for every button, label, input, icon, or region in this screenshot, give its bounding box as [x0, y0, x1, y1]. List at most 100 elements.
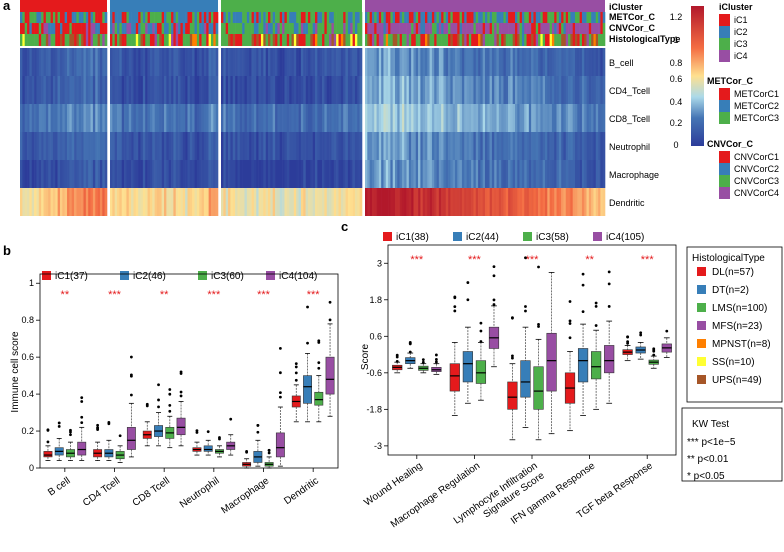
heatmap-cell [354, 48, 358, 76]
heatmap-cell [175, 76, 179, 104]
box-iC4 [604, 270, 615, 404]
annotation-cell [27, 12, 30, 23]
heatmap-cell [517, 104, 520, 132]
annotation-cell [45, 23, 49, 34]
annotation-cell [459, 23, 463, 34]
outlier-point [434, 358, 438, 361]
annotation-cell [556, 34, 560, 46]
heatmap-cell [135, 160, 139, 188]
annotation-cell [268, 23, 271, 34]
legend-title: METCor_C [707, 76, 754, 86]
heatmap-cell [76, 160, 80, 188]
annotation-cell [491, 23, 495, 34]
icluster-bar-iC2 [110, 0, 218, 12]
annotation-cell [383, 23, 387, 34]
heatmap-cell [510, 104, 513, 132]
annotation-cell [95, 34, 98, 46]
annotation-cell [112, 23, 115, 34]
annotation-cell [164, 12, 167, 23]
annotation-cell [69, 23, 73, 34]
heatmap-cell [161, 188, 165, 216]
outlier-point [96, 423, 100, 427]
annotation-cell [333, 12, 337, 23]
annotation-cell [359, 12, 363, 23]
annotation-cell [471, 12, 474, 23]
heatmap-cell [189, 104, 193, 132]
annotation-cell [478, 34, 481, 46]
heatmap-cell [551, 132, 555, 160]
heatmap-cell [117, 188, 120, 216]
heatmap-cell [119, 48, 123, 76]
heatmap-cell [213, 188, 216, 216]
heatmap-cell [95, 76, 98, 104]
kw-test-line: *** p<1e−5 [687, 437, 736, 448]
annotation-cell [468, 34, 472, 46]
annotation-cell [542, 23, 546, 34]
box-iC1 [449, 295, 460, 416]
annotation-cell [81, 23, 84, 34]
heatmap-cell [350, 160, 353, 188]
annotation-cell [48, 23, 51, 34]
heatmap-cell [324, 76, 328, 104]
heatmap-cell [343, 132, 346, 160]
annotation-cell [528, 12, 532, 23]
heatmap-cell [524, 48, 527, 76]
outlier-point [581, 283, 585, 287]
annotation-cell [521, 12, 525, 23]
significance-mark: *** [410, 254, 424, 266]
heatmap-cell [471, 132, 474, 160]
outlier-point [626, 340, 630, 344]
heatmap-cell [312, 104, 316, 132]
heatmap-cell [395, 132, 398, 160]
heatmap-cell [223, 188, 226, 216]
box-iC4 [325, 300, 335, 417]
outlier-point [267, 451, 271, 455]
heatmap-cell [187, 104, 191, 132]
annotation-cell [577, 23, 580, 34]
heatmap-cell [496, 48, 500, 76]
heatmap-cell [390, 76, 393, 104]
heatmap-cell [180, 132, 184, 160]
heatmap-cell [185, 160, 188, 188]
heatmap-cell [441, 188, 444, 216]
heatmap-cell [112, 48, 115, 76]
annotation-cell [228, 34, 231, 46]
outlier-point [434, 353, 438, 357]
heatmap-cell [588, 48, 592, 76]
heatmap-cell [422, 188, 426, 216]
heatmap-cell [593, 188, 597, 216]
annotation-cell [117, 12, 120, 23]
heatmap-cell [540, 132, 543, 160]
heatmap-cell [213, 160, 216, 188]
heatmap-cell [67, 188, 70, 216]
heatmap-cell [242, 132, 245, 160]
heatmap-cell [135, 188, 139, 216]
heatmap-cell [263, 132, 266, 160]
heatmap-cell [189, 188, 193, 216]
heatmap-cell [300, 104, 304, 132]
heatmap-cell [595, 76, 599, 104]
annotation-cell [126, 23, 130, 34]
heatmap-cell [95, 104, 98, 132]
heatmap-cell [445, 188, 449, 216]
legend-swatch [719, 163, 730, 175]
heatmap-cell [535, 104, 539, 132]
heatmap-cell [166, 160, 169, 188]
annotation-cell [404, 23, 407, 34]
heatmap-cell [436, 104, 440, 132]
heatmap-cell [602, 132, 606, 160]
heatmap-cell [142, 76, 146, 104]
heatmap-cell [305, 188, 309, 216]
heatmap-cell [296, 48, 299, 76]
heatmap-cell [203, 76, 207, 104]
heatmap-cell [547, 76, 550, 104]
annotation-cell [602, 12, 606, 23]
outlier-point [157, 383, 160, 387]
heatmap-cell [336, 132, 339, 160]
annotation-cell [406, 34, 410, 46]
heatmap-cell [411, 76, 414, 104]
heatmap-cell [381, 76, 384, 104]
annotation-cell [542, 34, 546, 46]
heatmap-cell [494, 188, 497, 216]
annotation-cell [263, 12, 266, 23]
